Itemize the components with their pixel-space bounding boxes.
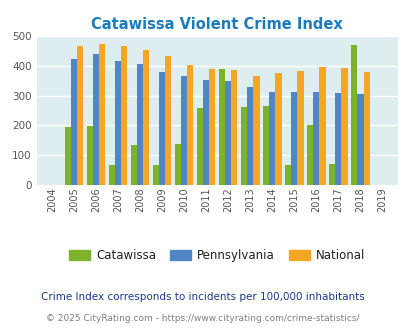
Bar xyxy=(181,76,187,185)
Bar xyxy=(225,82,231,185)
Title: Catawissa Violent Crime Index: Catawissa Violent Crime Index xyxy=(91,17,342,32)
Bar xyxy=(356,94,362,185)
Bar xyxy=(262,106,269,185)
Bar xyxy=(306,124,313,185)
Bar xyxy=(187,65,193,185)
Bar xyxy=(153,165,159,185)
Bar xyxy=(275,73,281,185)
Bar xyxy=(77,46,83,185)
Bar xyxy=(231,70,237,185)
Bar xyxy=(202,80,209,185)
Bar xyxy=(109,165,115,185)
Bar xyxy=(218,69,225,185)
Bar xyxy=(241,107,247,185)
Bar xyxy=(121,46,127,185)
Bar xyxy=(165,56,171,185)
Bar xyxy=(87,126,93,185)
Bar xyxy=(64,127,71,185)
Bar xyxy=(290,92,297,185)
Bar xyxy=(143,50,149,185)
Bar xyxy=(328,164,335,185)
Bar xyxy=(99,44,105,185)
Bar xyxy=(159,72,165,185)
Bar xyxy=(269,91,275,185)
Bar xyxy=(247,87,253,185)
Bar xyxy=(253,76,259,185)
Bar xyxy=(130,145,136,185)
Bar xyxy=(350,45,356,185)
Bar xyxy=(93,54,99,185)
Text: Crime Index corresponds to incidents per 100,000 inhabitants: Crime Index corresponds to incidents per… xyxy=(41,292,364,302)
Bar xyxy=(335,93,341,185)
Legend: Catawissa, Pennsylvania, National: Catawissa, Pennsylvania, National xyxy=(64,244,369,267)
Bar xyxy=(209,69,215,185)
Bar xyxy=(115,61,121,185)
Bar xyxy=(341,68,347,185)
Bar xyxy=(284,165,290,185)
Bar xyxy=(136,64,143,185)
Bar xyxy=(196,108,202,185)
Bar xyxy=(319,67,325,185)
Text: © 2025 CityRating.com - https://www.cityrating.com/crime-statistics/: © 2025 CityRating.com - https://www.city… xyxy=(46,314,359,323)
Bar xyxy=(362,72,369,185)
Bar xyxy=(71,59,77,185)
Bar xyxy=(175,145,181,185)
Bar xyxy=(313,92,319,185)
Bar xyxy=(297,71,303,185)
